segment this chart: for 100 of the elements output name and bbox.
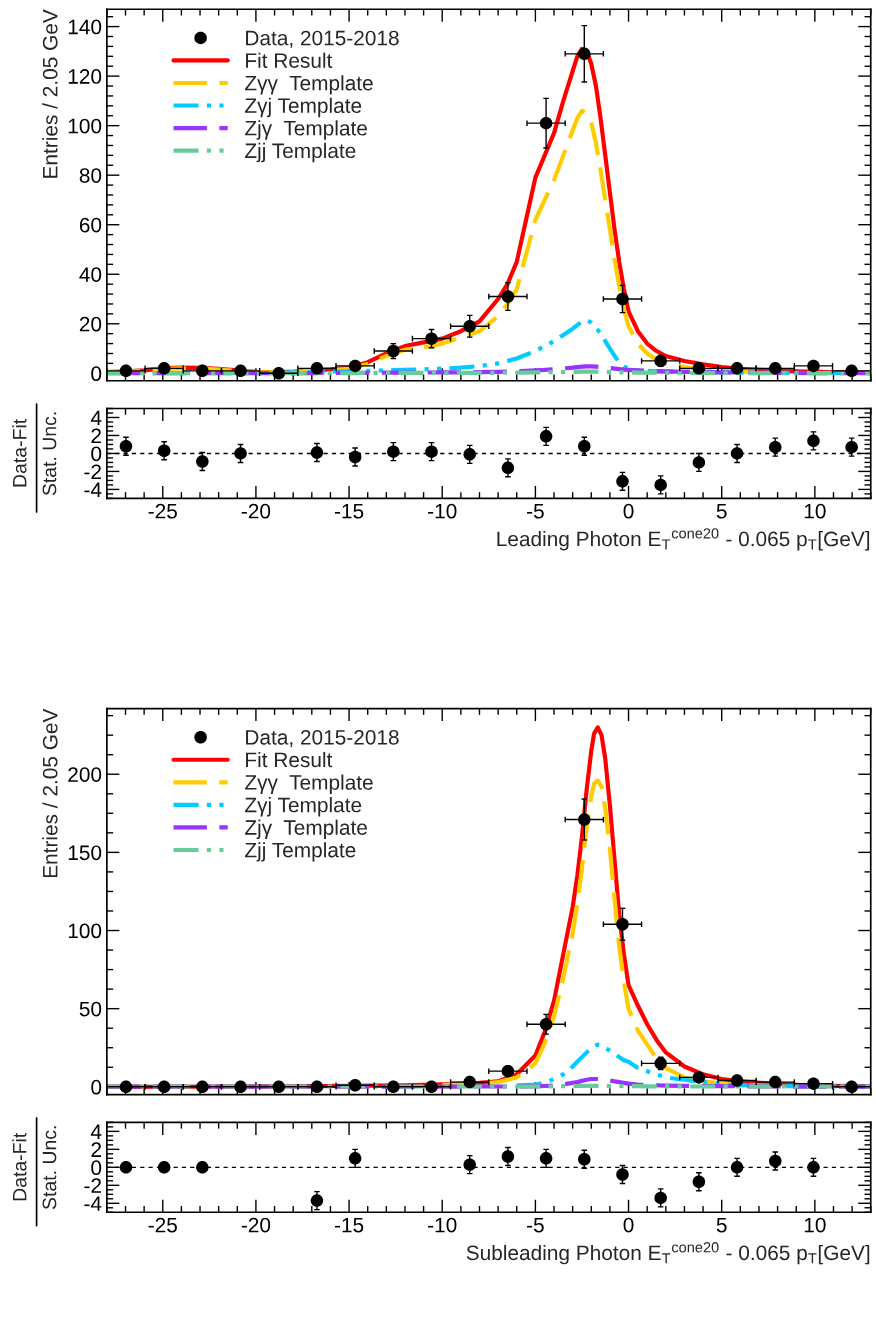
x-tick-label: -20 xyxy=(241,503,271,519)
point xyxy=(578,813,591,826)
point xyxy=(807,1077,820,1090)
point xyxy=(463,448,476,461)
point xyxy=(578,440,591,453)
x-tick-label: 10 xyxy=(804,503,826,519)
point xyxy=(692,362,706,375)
y-tick-label: 2 xyxy=(91,1142,101,1157)
y-tick-label: 80 xyxy=(79,168,102,183)
y-axis-title: Entries / 2.05 GeV xyxy=(42,708,58,878)
point xyxy=(769,1075,782,1089)
point xyxy=(769,362,782,375)
point xyxy=(272,1080,285,1094)
point xyxy=(616,475,629,488)
y-tick-label: 100 xyxy=(68,923,102,939)
x-tick-label: -5 xyxy=(527,504,544,519)
y-tick-label: -2 xyxy=(84,464,101,479)
y-tick-label: 4 xyxy=(90,410,102,426)
legend-label: Zγγ Template xyxy=(245,774,373,794)
point xyxy=(310,362,324,375)
y-axis-title: Data-Fit Stat. Unc. xyxy=(12,1126,57,1210)
point xyxy=(539,430,553,443)
point xyxy=(196,364,209,378)
x-tick-label: 5 xyxy=(716,504,727,519)
point xyxy=(845,1080,858,1094)
point xyxy=(157,362,171,375)
y-tick-label: 2 xyxy=(91,428,101,444)
point xyxy=(501,290,515,303)
point xyxy=(578,47,591,61)
x-tick-label: -20 xyxy=(241,1217,271,1233)
point xyxy=(348,359,362,373)
point xyxy=(196,455,209,468)
y-tick-label: 0 xyxy=(91,446,102,462)
x-tick-label: 5 xyxy=(716,1217,727,1233)
point xyxy=(196,1080,209,1094)
y-tick-label: -4 xyxy=(84,482,102,497)
x-tick-label: -15 xyxy=(334,504,364,519)
legend-label: Data, 2015-2018 xyxy=(246,729,399,748)
legend-label: Fit Result xyxy=(246,52,333,68)
point xyxy=(119,1080,133,1094)
point xyxy=(425,1080,438,1094)
point xyxy=(616,1168,629,1181)
point xyxy=(157,444,171,457)
x-tick-label: -15 xyxy=(334,1217,364,1233)
y-tick-label: 100 xyxy=(68,118,102,134)
point xyxy=(310,1080,324,1094)
point xyxy=(119,440,133,453)
point xyxy=(539,116,553,130)
point xyxy=(234,447,247,460)
point xyxy=(387,1080,400,1094)
point xyxy=(616,918,629,931)
y-tick-label: 60 xyxy=(79,217,102,233)
y-tick-label: 0 xyxy=(91,1160,102,1176)
x-tick-label: 10 xyxy=(804,1217,826,1233)
point xyxy=(539,1152,553,1165)
point xyxy=(425,445,438,458)
point xyxy=(730,447,744,460)
y-tick-label: 200 xyxy=(68,767,102,782)
point xyxy=(157,1080,171,1094)
point xyxy=(539,1018,553,1031)
point xyxy=(730,1074,744,1087)
point xyxy=(654,1191,667,1205)
x-axis-title: Leading Photon E$_{T}$$^{cone20}$ - 0.065 p$_{T}$[GeV] xyxy=(497,528,870,551)
point xyxy=(501,461,515,475)
legend-label: Zjγ Template xyxy=(245,120,367,140)
point xyxy=(387,445,400,458)
point xyxy=(807,1161,820,1174)
point xyxy=(234,364,247,378)
point xyxy=(348,1078,362,1092)
point xyxy=(692,1175,706,1188)
point xyxy=(654,478,667,492)
legend-label: Fit Result xyxy=(246,751,333,768)
y-axis-title: Data-Fit Stat. Unc. xyxy=(12,412,57,496)
x-tick-label: 0 xyxy=(623,503,634,519)
point xyxy=(692,456,706,469)
legend-label: Zγj Template xyxy=(245,97,362,118)
legend-label: Zjj Template xyxy=(245,842,356,862)
legend-label: Zγj Template xyxy=(245,797,362,817)
point xyxy=(310,1194,324,1207)
point xyxy=(616,292,629,306)
point xyxy=(272,367,285,380)
point xyxy=(310,446,324,459)
y-tick-label: -4 xyxy=(84,1196,102,1211)
point xyxy=(463,1075,476,1089)
legend-label: Data, 2015-2018 xyxy=(246,30,399,48)
y-tick-label: 120 xyxy=(68,69,102,84)
x-axis-title: Subleading Photon E$_{T}$$^{cone20}$ - 0.065 p$_{T}$[GeV] xyxy=(466,1242,870,1265)
point xyxy=(730,1161,744,1174)
point xyxy=(119,364,133,378)
x-tick-label: -25 xyxy=(148,503,177,519)
x-tick-label: -25 xyxy=(148,1217,177,1233)
point xyxy=(845,364,858,378)
point xyxy=(157,1161,171,1174)
point xyxy=(501,1150,515,1163)
point xyxy=(730,362,744,375)
point xyxy=(119,1161,133,1174)
y-tick-label: 0 xyxy=(91,1079,102,1095)
point xyxy=(463,1158,476,1171)
legend-label: Zjj Template xyxy=(245,142,356,163)
legend-label: Zγγ Template xyxy=(245,75,373,95)
